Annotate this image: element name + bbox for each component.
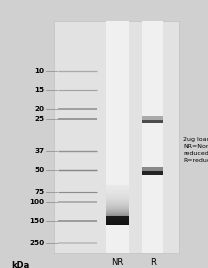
Bar <box>106 210 129 211</box>
Text: 100: 100 <box>30 199 45 205</box>
Bar <box>106 222 129 223</box>
Bar <box>106 215 129 216</box>
Bar <box>106 192 129 193</box>
Bar <box>106 207 129 208</box>
Bar <box>142 167 163 171</box>
Text: 25: 25 <box>35 116 45 122</box>
Bar <box>106 188 129 189</box>
Bar <box>142 120 163 123</box>
Text: kDa: kDa <box>12 261 30 268</box>
Bar <box>142 21 163 253</box>
Bar <box>106 219 129 220</box>
Bar <box>106 218 129 219</box>
Bar <box>106 216 129 217</box>
Text: 2ug loading
NR=Non-
reduced
R=reduced: 2ug loading NR=Non- reduced R=reduced <box>183 137 208 163</box>
Bar <box>106 187 129 188</box>
Bar <box>106 190 129 191</box>
Bar <box>106 213 129 214</box>
Bar <box>106 208 129 209</box>
Bar <box>142 171 163 175</box>
Bar <box>106 214 129 215</box>
Text: 20: 20 <box>35 106 45 111</box>
Bar <box>106 193 129 194</box>
Bar <box>106 204 129 205</box>
Bar <box>106 223 129 224</box>
Bar <box>54 21 179 253</box>
Text: NR: NR <box>111 258 124 267</box>
Bar <box>106 186 129 187</box>
Text: 75: 75 <box>35 189 45 195</box>
Bar <box>106 206 129 207</box>
Bar <box>106 191 129 192</box>
Bar <box>106 199 129 200</box>
Bar <box>106 198 129 199</box>
Bar <box>106 205 129 206</box>
Bar <box>106 201 129 202</box>
Bar <box>106 189 129 190</box>
Text: 50: 50 <box>35 167 45 173</box>
Bar <box>106 185 129 186</box>
Text: 10: 10 <box>35 68 45 74</box>
Bar <box>106 203 129 204</box>
Text: 150: 150 <box>30 218 45 224</box>
Bar <box>106 209 129 210</box>
Bar <box>106 211 129 212</box>
Bar <box>106 216 129 225</box>
Bar <box>106 200 129 201</box>
Bar <box>106 196 129 197</box>
Bar <box>106 202 129 203</box>
Text: 15: 15 <box>35 87 45 93</box>
Bar <box>106 221 129 222</box>
Text: R: R <box>150 258 156 267</box>
Bar <box>142 116 163 120</box>
Text: 250: 250 <box>30 240 45 245</box>
Text: 37: 37 <box>35 148 45 154</box>
Bar <box>106 217 129 218</box>
Bar <box>106 224 129 225</box>
Bar <box>106 220 129 221</box>
Bar <box>106 21 129 253</box>
Bar <box>106 212 129 213</box>
Bar <box>106 194 129 195</box>
Bar <box>106 197 129 198</box>
Bar <box>106 195 129 196</box>
